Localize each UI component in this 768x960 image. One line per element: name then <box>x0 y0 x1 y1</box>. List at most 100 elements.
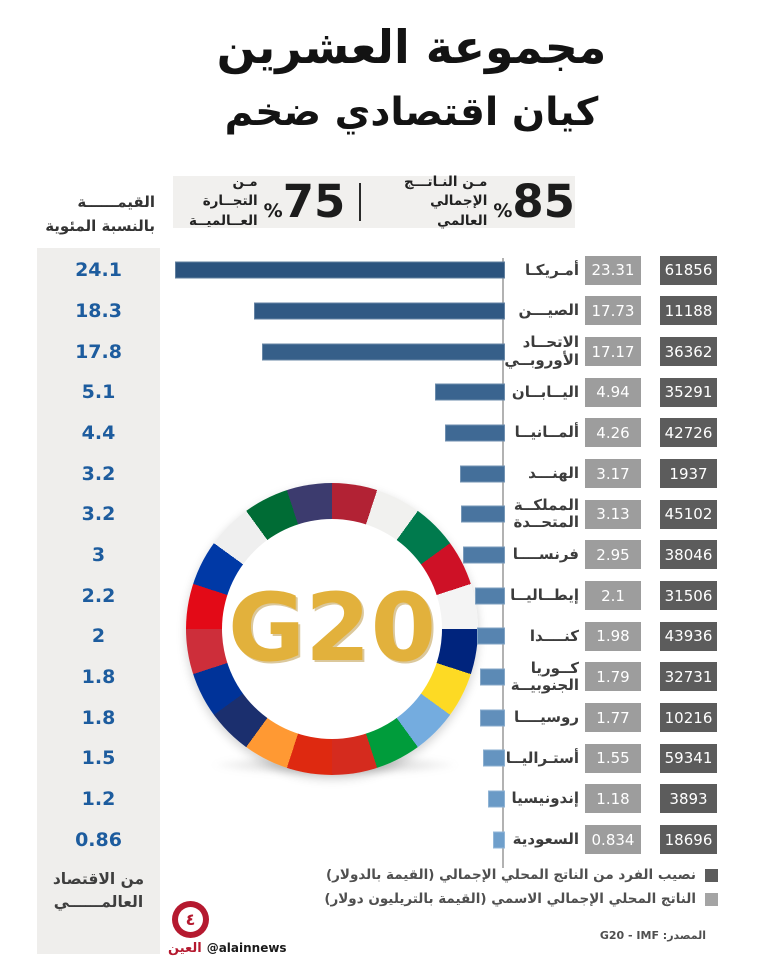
gdp-trillion-value: 4.26 <box>585 418 641 448</box>
share-percent-value: 3.2 <box>81 462 116 485</box>
chart-row: السعودية 0.834 18696 <box>175 819 720 860</box>
gdp-bar <box>435 383 505 401</box>
g20-logo: G20 <box>186 483 478 775</box>
stat-gdp-number: 85 % <box>493 174 575 228</box>
gdp-bar <box>483 749 505 767</box>
country-label: الهنـــد <box>528 463 579 482</box>
chart-legend: نصيب الفرد من الناتج المحلي الإجمالي (ال… <box>324 867 718 915</box>
page-title: مجموعة العشرين <box>216 20 607 74</box>
gdp-per-capita-value: 10216 <box>660 703 717 733</box>
gdp-trillion-value: 1.79 <box>585 662 641 692</box>
brand-row: العين @alainnews <box>168 941 287 956</box>
gdp-bar <box>479 668 505 686</box>
gdp-per-capita-value: 43936 <box>660 621 717 651</box>
percent-header-line1: القيمــــــة <box>77 193 155 211</box>
gdp-per-capita-value: 1937 <box>660 459 717 489</box>
share-percent-value: 1.5 <box>81 747 116 770</box>
percent-sign: % <box>493 200 513 223</box>
gdp-bar <box>475 587 505 605</box>
gdp-per-capita-value: 32731 <box>660 662 717 692</box>
share-percent-value: 17.8 <box>75 340 122 363</box>
gdp-bar <box>254 302 505 320</box>
chart-row: إندونيسيا 1.18 3893 <box>175 779 720 820</box>
gdp-trillion-value: 23.31 <box>585 255 641 285</box>
bar-zone <box>175 250 505 291</box>
share-percent-value: 3.2 <box>81 503 116 526</box>
share-percent-value: 18.3 <box>75 299 122 322</box>
share-percent-value: 1.2 <box>81 787 116 810</box>
chart-row: اليــابــان 4.94 35291 <box>175 372 720 413</box>
gdp-bar <box>460 465 505 483</box>
gdp-bar <box>444 424 505 442</box>
chart-row: إيطــاليــا 2.1 31506 <box>175 575 720 616</box>
gdp-trillion-value: 17.73 <box>585 296 641 326</box>
gdp-trillion-value: 0.834 <box>585 825 641 855</box>
chart-row: ألمــانيــا 4.26 42726 <box>175 413 720 454</box>
stat-gdp-share: 85 % مـن النـاتـــج الإجمالي العالمي <box>375 173 575 232</box>
legend-swatch-dark <box>705 868 718 882</box>
gdp-bar <box>175 261 505 279</box>
bar-chart: أمـريكـا 23.31 61856 الصيـــن 17.73 11188 الات… <box>175 250 720 860</box>
gdp-per-capita-value: 18696 <box>660 825 717 855</box>
bar-zone <box>175 291 505 332</box>
gdp-trillion-value: 2.1 <box>585 581 641 611</box>
country-label: المملكــة المتحــدة <box>513 496 579 532</box>
legend-item-gdp: الناتج المحلي الإجمالي الاسمي (القيمة با… <box>324 891 718 907</box>
source-note: المصدر: G20 - IMF <box>599 929 706 942</box>
gdp-per-capita-value: 3893 <box>660 784 717 814</box>
share-percent-value: 24.1 <box>75 259 122 282</box>
gdp-trillion-value: 4.94 <box>585 377 641 407</box>
bar-zone <box>175 657 505 698</box>
country-label: أمـريكـا <box>524 260 579 279</box>
country-label: كــوريا الجنوبيــة <box>510 658 579 694</box>
brand-name: العين <box>168 941 202 956</box>
bar-zone <box>175 575 505 616</box>
gdp-per-capita-value: 11188 <box>660 296 717 326</box>
g20-logo-text: G20 <box>228 574 436 683</box>
chart-row: أستـراليــا 1.55 59341 <box>175 738 720 779</box>
legend-label: نصيب الفرد من الناتج المحلي الإجمالي (ال… <box>325 867 696 883</box>
country-label: السعودية <box>512 829 579 848</box>
gdp-per-capita-value: 31506 <box>660 581 717 611</box>
share-percent-value: 2.2 <box>81 584 116 607</box>
percent-sign: % <box>263 200 283 223</box>
gdp-per-capita-value: 42726 <box>660 418 717 448</box>
share-percent-value: 4.4 <box>81 421 116 444</box>
gdp-trillion-value: 1.77 <box>585 703 641 733</box>
page-subtitle: كيان اقتصادي ضخم <box>224 90 599 135</box>
bar-zone <box>175 779 505 820</box>
legend-swatch-gray <box>705 892 718 906</box>
stat-trade-label-line2: العــالميــة <box>189 212 258 229</box>
country-label: فرنســــا <box>512 545 579 564</box>
country-label: روسيــــا <box>514 707 579 726</box>
chart-row: الاتحــاد الأوروبــي 17.17 36362 <box>175 331 720 372</box>
gdp-bar <box>460 505 505 523</box>
brand-handle: @alainnews <box>206 941 287 955</box>
gdp-bar <box>476 627 505 645</box>
stat-gdp-value: 85 <box>512 174 575 228</box>
share-percent-value: 3 <box>91 543 106 566</box>
chart-row: الهنـــد 3.17 1937 <box>175 453 720 494</box>
chart-row: الصيـــن 17.73 11188 <box>175 291 720 332</box>
country-label: إيطــاليــا <box>510 585 579 604</box>
percent-column-footer: من الاقتصاد العالمــــــي <box>37 868 160 915</box>
percent-column-header: القيمــــــة بالنسبة المئوية <box>25 190 155 238</box>
share-percent-value: 1.8 <box>81 665 116 688</box>
country-label: الصيـــن <box>518 301 579 320</box>
percent-column: 24.1 18.3 17.8 5.1 4.4 3.2 3.2 3 2.2 2 1.8 1.8 1.5 1.… <box>37 248 160 954</box>
country-label: كنــــدا <box>529 626 579 645</box>
chart-row: المملكــة المتحــدة 3.13 45102 <box>175 494 720 535</box>
gdp-per-capita-value: 38046 <box>660 540 717 570</box>
bar-zone <box>175 819 505 860</box>
gdp-per-capita-value: 45102 <box>660 499 717 529</box>
country-label: أستـراليــا <box>505 748 579 767</box>
gdp-trillion-value: 1.18 <box>585 784 641 814</box>
share-percent-value: 1.8 <box>81 706 116 729</box>
gdp-per-capita-value: 59341 <box>660 743 717 773</box>
gdp-trillion-value: 2.95 <box>585 540 641 570</box>
percent-footer-line1: من الاقتصاد <box>52 870 145 888</box>
bar-zone <box>175 372 505 413</box>
alain-logo-icon: ٤ <box>172 901 209 938</box>
gdp-bar <box>261 343 505 361</box>
